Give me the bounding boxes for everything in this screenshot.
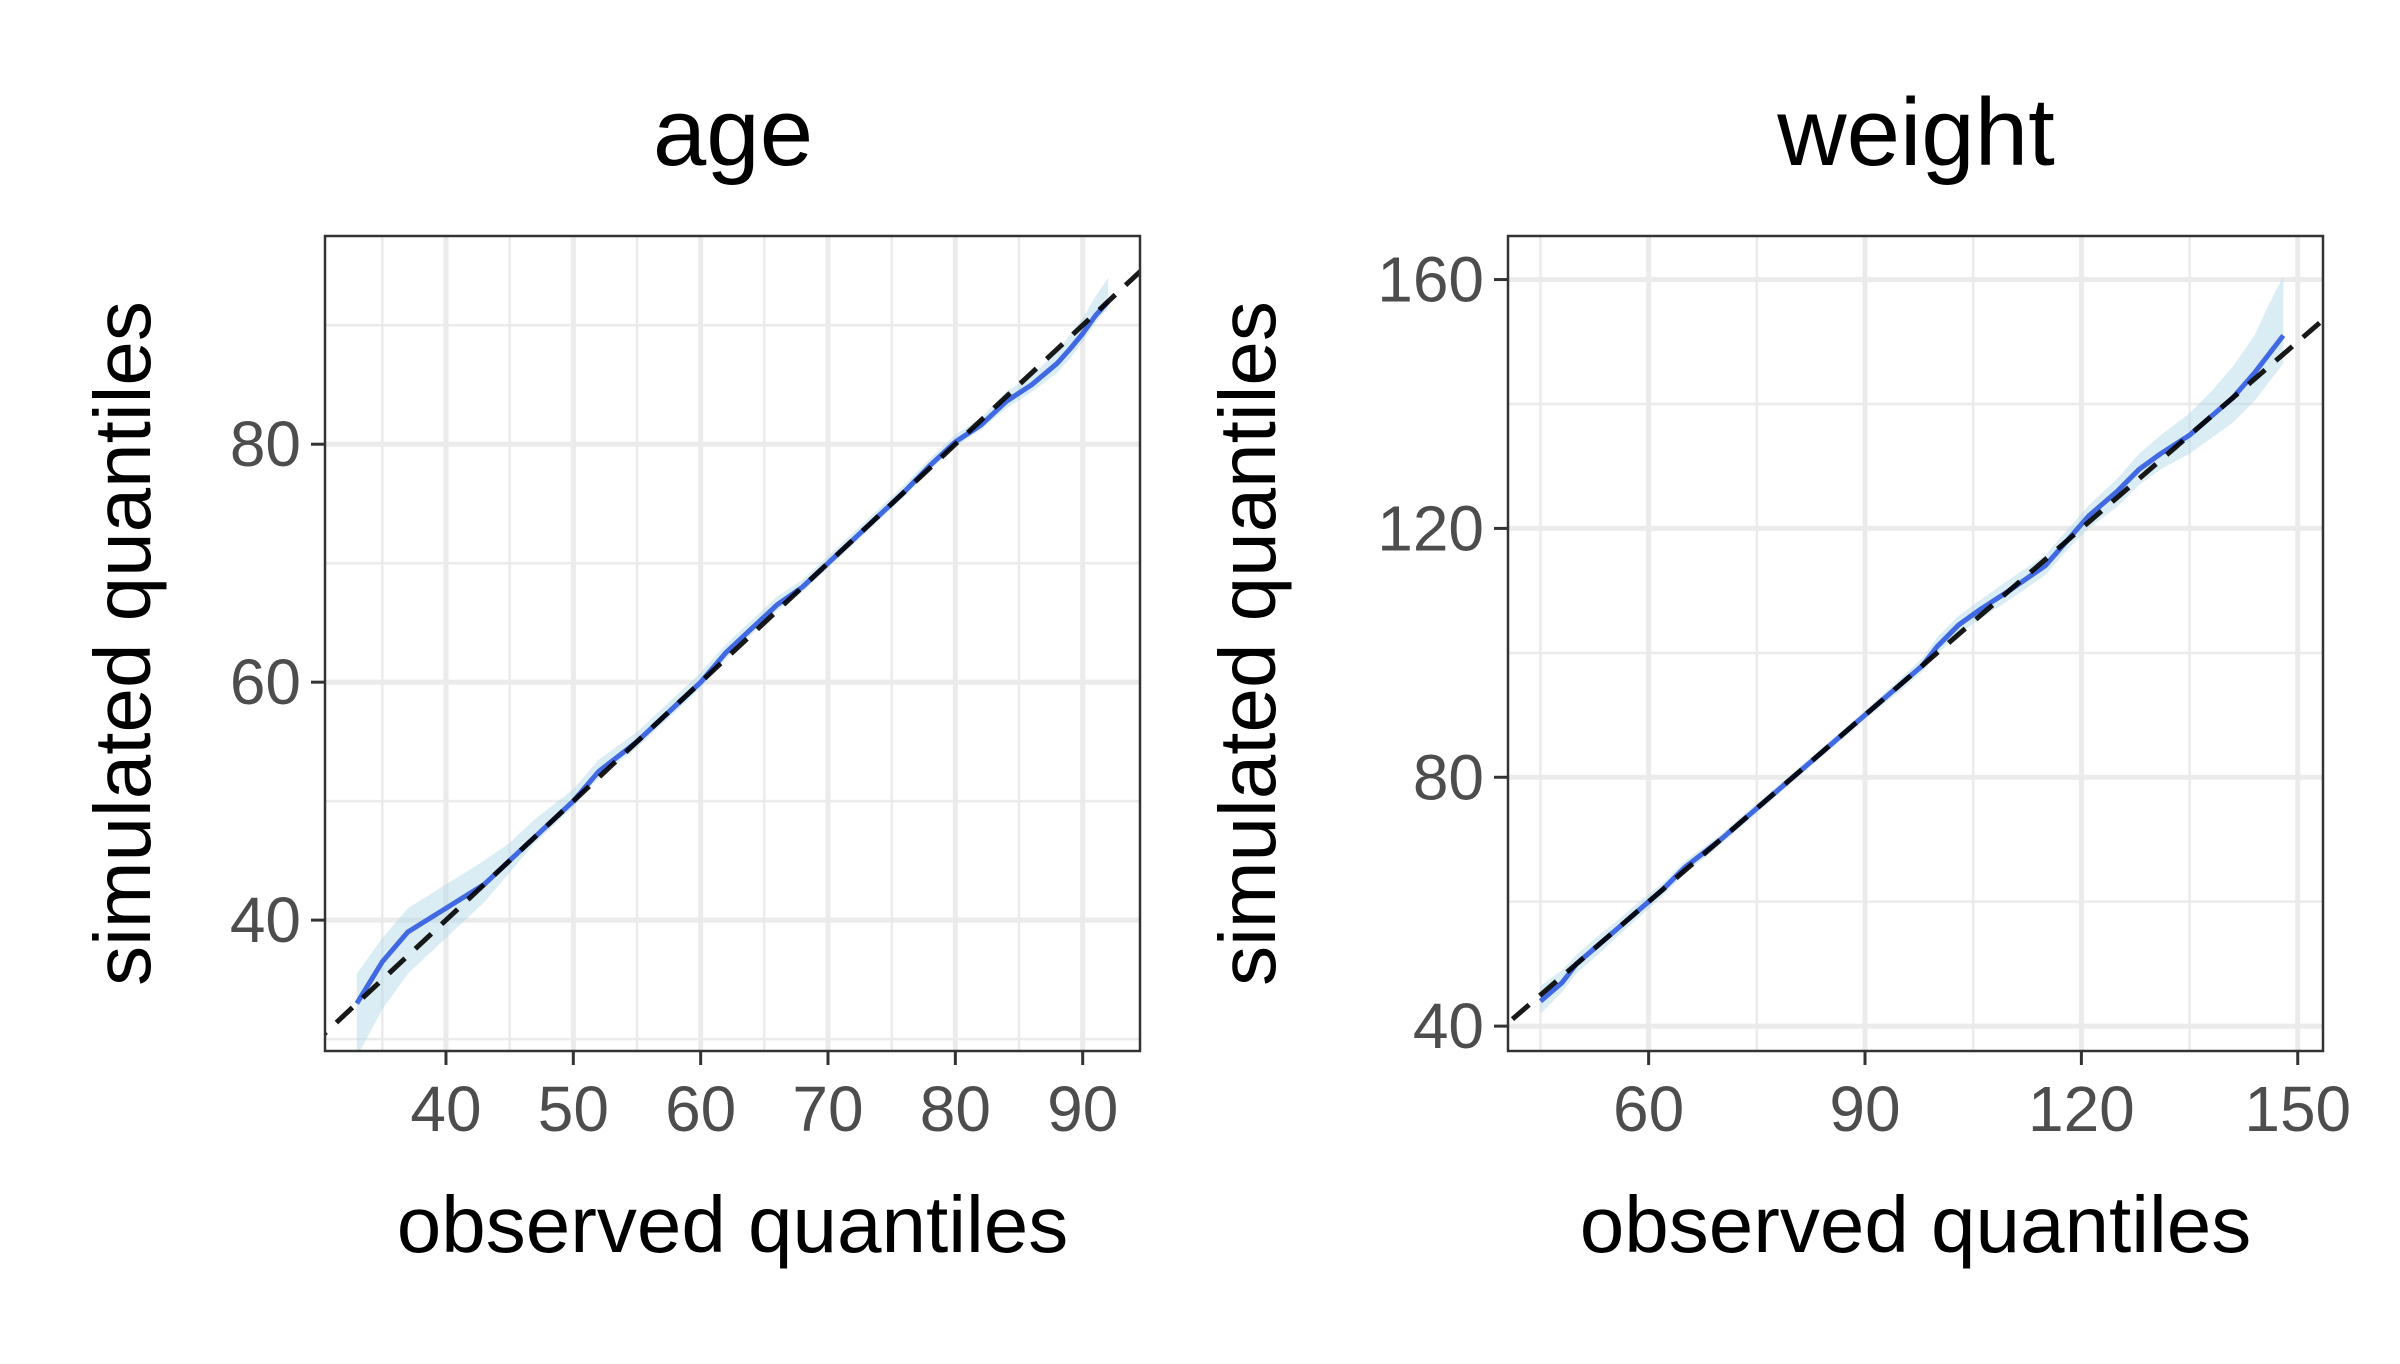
- grid-lines: [325, 236, 1140, 1051]
- x-tick-label: 50: [538, 1073, 609, 1145]
- quantile-line: [1538, 333, 2286, 1004]
- panel-title: weight: [1776, 79, 2055, 186]
- y-tick-label: 40: [1413, 990, 1484, 1062]
- y-axis-title: simulated quantiles: [78, 301, 167, 986]
- x-tick-label: 60: [665, 1073, 736, 1145]
- panel-border: [323, 234, 1142, 1053]
- plot-background: [1508, 236, 2323, 1051]
- x-axis-title: observed quantiles: [1580, 1180, 2252, 1269]
- reference-line: [325, 268, 1140, 1037]
- x-tick-label: 90: [1829, 1073, 1900, 1145]
- y-tick-label: 40: [230, 884, 301, 956]
- x-tick-label: 80: [920, 1073, 991, 1145]
- x-tick-label: 60: [1613, 1073, 1684, 1145]
- reference-line: [1508, 316, 2323, 1027]
- y-tick-label: 160: [1377, 244, 1484, 316]
- y-tick-label: 80: [230, 408, 301, 480]
- panel-title: age: [653, 79, 813, 186]
- panel-border: [1506, 234, 2325, 1053]
- x-tick-label: 90: [1047, 1073, 1118, 1145]
- grid-lines: [1508, 236, 2323, 1051]
- weight-panel: 60 90 120 150 40 80 120 160 weight observed quant…: [1203, 79, 2351, 1269]
- x-axis-title: observed quantiles: [397, 1180, 1069, 1269]
- x-tick-label: 120: [2028, 1073, 2135, 1145]
- x-tick-label: 70: [792, 1073, 863, 1145]
- y-axis-title: simulated quantiles: [1203, 301, 1292, 986]
- y-tick-label: 120: [1377, 492, 1484, 564]
- x-tick-label: 40: [410, 1073, 481, 1145]
- y-tick-label: 60: [230, 646, 301, 718]
- x-tick-label: 150: [2244, 1073, 2351, 1145]
- age-panel: 40 50 60 70 80 90 40 60 80 age observed quantiles s…: [78, 79, 1142, 1269]
- confidence-ribbon: [356, 277, 1109, 1051]
- plot-data: [1508, 276, 2323, 1027]
- y-tick-label: 80: [1413, 741, 1484, 813]
- plot-data: [325, 268, 1140, 1051]
